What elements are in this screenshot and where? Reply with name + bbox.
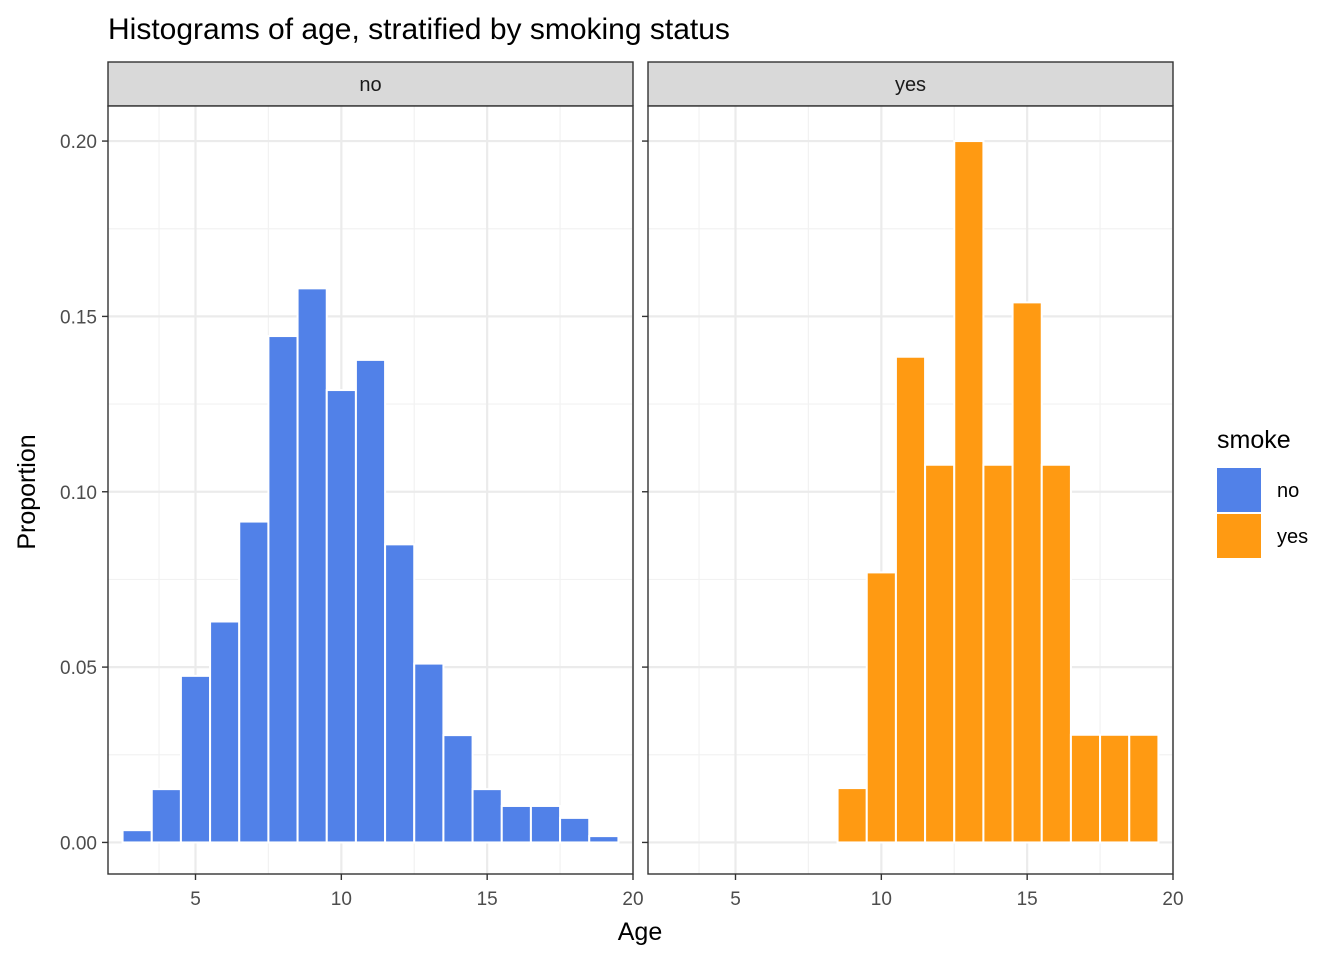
y-axis-title: Proportion xyxy=(13,434,41,549)
legend-label-no: no xyxy=(1277,480,1299,502)
x-axis-title: Age xyxy=(618,918,662,946)
histogram-bar xyxy=(1128,733,1160,844)
y-tick-label: 0.00 xyxy=(60,833,97,854)
x-tick-label: 15 xyxy=(477,889,498,910)
histogram-bar xyxy=(413,662,445,844)
histogram-bar xyxy=(384,543,416,844)
histogram-bar xyxy=(179,674,212,844)
x-tick-label: 5 xyxy=(730,889,741,910)
x-tick-label: 10 xyxy=(331,889,352,910)
facet-panel-no: no 5 10 15 20 0.00 0.05 0.10 0.15 0.20 xyxy=(60,61,644,910)
y-tick-label: 0.15 xyxy=(60,307,97,328)
histogram-bar xyxy=(442,734,474,844)
facet-panel-yes: yes 5 10 15 20 xyxy=(642,61,1184,910)
legend-label-yes: yes xyxy=(1277,526,1308,548)
histogram-bar xyxy=(150,788,182,844)
x-tick-label: 15 xyxy=(1017,889,1038,910)
legend-key-no xyxy=(1217,468,1261,512)
histogram-bar xyxy=(588,835,620,844)
histogram-bar xyxy=(296,287,328,844)
panel-border xyxy=(647,105,1174,875)
x-tick-label: 5 xyxy=(190,889,201,910)
histogram-bar xyxy=(325,389,357,844)
x-tick-label: 10 xyxy=(871,889,892,910)
histogram-bar xyxy=(500,804,532,844)
facet-strip-label: no xyxy=(359,74,381,96)
legend-key-yes xyxy=(1217,514,1261,558)
histogram-bar xyxy=(924,463,956,844)
histogram-bar xyxy=(121,829,153,844)
legend: smoke no yes xyxy=(1217,426,1308,558)
x-tick-label: 20 xyxy=(1162,889,1183,910)
legend-title: smoke xyxy=(1217,426,1291,454)
histogram-bar xyxy=(1099,733,1131,844)
histogram-bar xyxy=(209,620,241,844)
histogram-bar xyxy=(894,355,927,844)
histogram-bar xyxy=(1040,463,1072,844)
histogram-bar xyxy=(267,335,299,844)
histogram-bar xyxy=(559,816,591,844)
x-tick-label: 20 xyxy=(622,889,643,910)
histogram-bar xyxy=(982,463,1014,844)
facet-panels: no 5 10 15 20 0.00 0.05 0.10 0.15 0.20 yes 5 10 15 20 xyxy=(60,61,1184,910)
histogram-bar xyxy=(529,804,562,844)
facet-strip-label: yes xyxy=(895,74,926,96)
histogram-bar xyxy=(1069,733,1102,844)
y-tick-label: 0.10 xyxy=(60,483,97,504)
histogram-bar xyxy=(238,520,270,844)
panel-border xyxy=(107,105,634,875)
y-tick-label: 0.20 xyxy=(60,132,97,153)
histogram-bar xyxy=(836,787,868,844)
histogram-bar xyxy=(953,140,985,844)
histogram-bar xyxy=(471,788,503,844)
facet-strip xyxy=(107,61,634,107)
histogram-bar xyxy=(1011,301,1043,844)
y-tick-label: 0.05 xyxy=(60,658,97,679)
histogram-bar xyxy=(865,571,897,844)
chart-title: Histograms of age, stratified by smoking… xyxy=(108,13,730,46)
histogram-bar xyxy=(354,358,387,844)
